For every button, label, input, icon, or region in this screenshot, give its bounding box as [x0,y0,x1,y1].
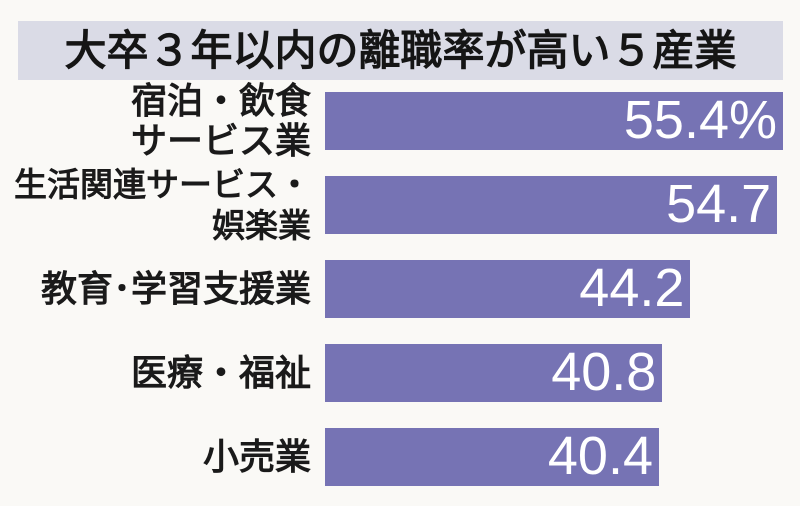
bar: 40.4 [325,428,659,486]
bar-track: 44.2 [325,260,783,318]
category-label: 宿泊・飲食 サービス業 [130,79,311,161]
category-label: 小売業 [202,435,311,477]
category-label: 生活関連サービス・ 娯楽業 [14,165,311,244]
bar-row: 医療・福祉 40.8 [0,331,783,415]
category-label: 教育･学習支援業 [40,267,311,309]
bar: 44.2 [325,258,691,318]
bar-track: 55.4% [325,92,783,150]
value-label: 44.2 [579,258,685,318]
category-label: 医療・福祉 [130,351,311,393]
value-label: 55.4% [623,90,777,150]
bar-track: 40.4 [325,428,783,486]
bar: 55.4% [325,92,783,150]
bar-row: 小売業 40.4 [0,415,783,499]
bar-row: 教育･学習支援業 44.2 [0,247,783,331]
bar-track: 54.7 [325,176,783,234]
value-label: 40.4 [547,426,653,486]
chart-title-band: 大卒３年以内の離職率が高い５産業 [18,21,783,80]
bar-row: 生活関連サービス・ 娯楽業 54.7 [0,163,783,247]
chart-title: 大卒３年以内の離職率が高い５産業 [64,26,737,74]
bar-track: 40.8 [325,344,783,402]
bar-row: 宿泊・飲食 サービス業 55.4% [0,79,783,163]
value-label: 40.8 [551,342,657,402]
bar: 54.7 [325,174,778,234]
bar-chart: 宿泊・飲食 サービス業 55.4% 生活関連サービス・ 娯楽業 54.7 教育･… [0,79,783,499]
bar: 40.8 [325,342,663,402]
value-label: 54.7 [666,174,772,234]
